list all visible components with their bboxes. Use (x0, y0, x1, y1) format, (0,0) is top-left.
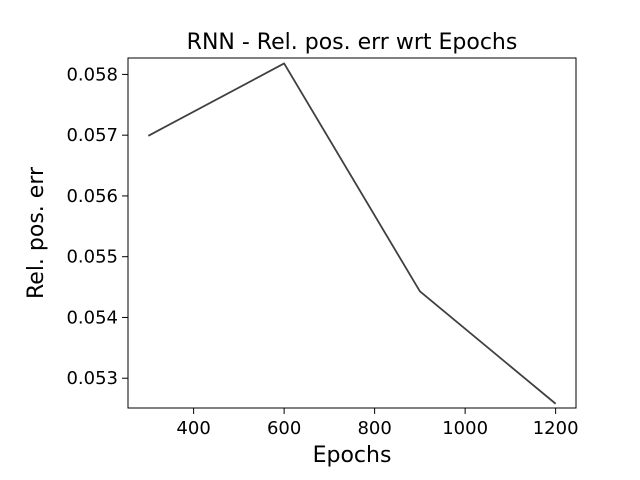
y-tick-label: 0.056 (66, 186, 118, 207)
x-tick-label: 1000 (442, 418, 488, 439)
series-line (147, 62, 557, 405)
y-tick-label: 0.055 (66, 247, 118, 268)
y-tick-label: 0.054 (66, 307, 118, 328)
y-tick-label: 0.057 (66, 125, 118, 146)
y-tick-label: 0.058 (66, 64, 118, 85)
y-tick-label: 0.053 (66, 368, 118, 389)
plot-area (127, 57, 577, 409)
chart-title: RNN - Rel. pos. err wrt Epochs (187, 30, 518, 55)
x-axis-label: Epochs (313, 443, 392, 468)
series-layer (147, 62, 557, 405)
x-tick-label: 600 (267, 418, 301, 439)
y-axis-ticks: 0.053 0.054 0.055 0.056 0.057 0.058 (66, 64, 128, 389)
y-axis-label: Rel. pos. err (24, 166, 49, 299)
x-tick-label: 400 (176, 418, 210, 439)
x-tick-label: 1200 (533, 418, 579, 439)
x-tick-label: 800 (357, 418, 391, 439)
x-axis-ticks: 400 600 800 1000 1200 (176, 408, 579, 439)
